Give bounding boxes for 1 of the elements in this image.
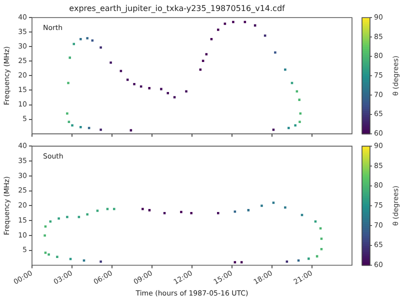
chart-title: expres_earth_jupiter_io_txka-y235_19870516_v14.cdf bbox=[69, 4, 286, 13]
